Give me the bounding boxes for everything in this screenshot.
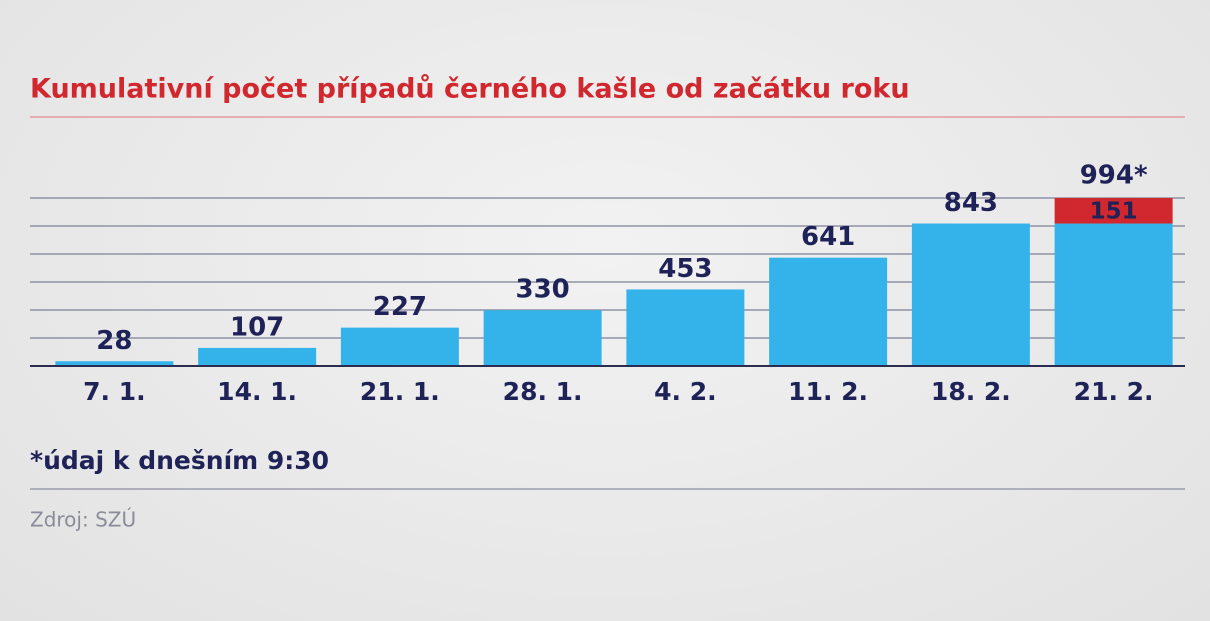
data-label: 843: [944, 188, 998, 218]
data-label: 107: [230, 312, 284, 342]
data-label: 453: [658, 254, 712, 284]
data-label: 28: [96, 326, 132, 356]
bar: [626, 289, 745, 366]
total-label: 994*: [1080, 161, 1148, 191]
bar: [1054, 223, 1173, 366]
bar: [198, 347, 317, 366]
bar: [911, 223, 1030, 366]
bar: [55, 361, 174, 366]
bar: [340, 327, 459, 366]
x-tick-label: 4. 2.: [654, 377, 717, 406]
chart-title: Kumulativní počet případů černého kašle …: [30, 74, 910, 105]
x-tick-label: 11. 2.: [788, 377, 868, 406]
x-tick-label: 21. 1.: [360, 377, 440, 406]
x-tick-label: 18. 2.: [931, 377, 1011, 406]
data-label: 227: [373, 292, 427, 322]
x-tick-label: 14. 1.: [217, 377, 297, 406]
note: *údaj k dnešním 9:30: [30, 446, 329, 475]
grid-decor: [30, 197, 1185, 339]
x-tick-label: 28. 1.: [503, 377, 583, 406]
data-label: 151: [1090, 198, 1138, 224]
bar: [483, 310, 602, 366]
data-label: 330: [515, 275, 569, 305]
source: Zdroj: SZÚ: [30, 508, 136, 532]
x-tick-label: 21. 2.: [1074, 377, 1154, 406]
data-label: 641: [801, 222, 855, 252]
bar: [769, 257, 888, 366]
bar: [1054, 198, 1173, 224]
bars: [55, 198, 1173, 366]
x-tick-label: 7. 1.: [83, 377, 146, 406]
